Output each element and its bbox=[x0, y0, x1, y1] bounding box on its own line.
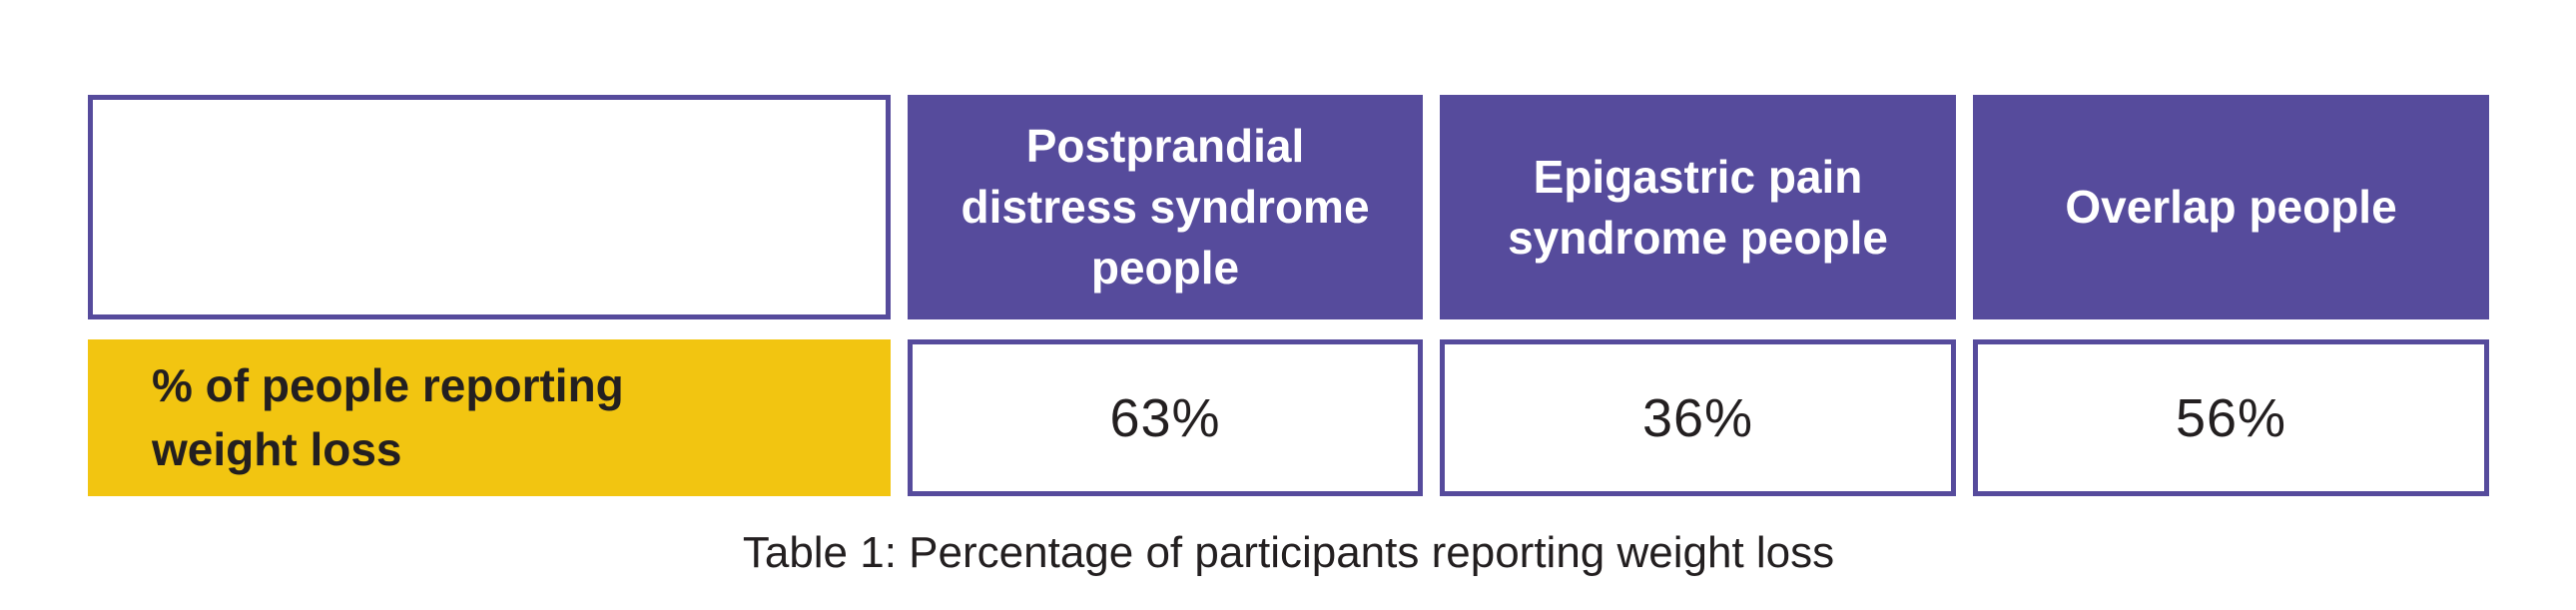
value-cell-postprandial: 63% bbox=[908, 339, 1423, 496]
weight-loss-table: Postprandial distress syndrome people Ep… bbox=[88, 95, 2489, 496]
col-header-postprandial-distress-syndrome: Postprandial distress syndrome people bbox=[908, 95, 1423, 319]
table-corner-cell bbox=[88, 95, 891, 319]
col-header-epigastric-pain-syndrome: Epigastric pain syndrome people bbox=[1440, 95, 1956, 319]
value-cell-overlap: 56% bbox=[1973, 339, 2489, 496]
table-caption: Table 1: Percentage of participants repo… bbox=[742, 528, 1835, 577]
row-label-weight-loss: % of people reporting weight loss bbox=[88, 339, 891, 496]
value-cell-epigastric: 36% bbox=[1440, 339, 1956, 496]
col-header-overlap-people: Overlap people bbox=[1973, 95, 2489, 319]
weight-loss-figure: Postprandial distress syndrome people Ep… bbox=[88, 95, 2489, 578]
